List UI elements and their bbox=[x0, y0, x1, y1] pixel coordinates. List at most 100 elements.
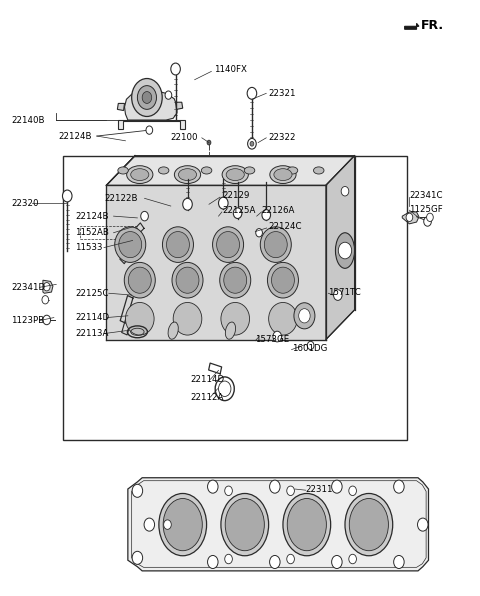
Text: 1140FX: 1140FX bbox=[214, 65, 247, 74]
Circle shape bbox=[394, 480, 404, 493]
Ellipse shape bbox=[225, 322, 236, 339]
Ellipse shape bbox=[174, 166, 201, 184]
Ellipse shape bbox=[128, 267, 151, 293]
Circle shape bbox=[43, 283, 50, 291]
Circle shape bbox=[146, 126, 153, 134]
Text: 1125GF: 1125GF bbox=[409, 204, 443, 213]
Bar bbox=[63, 156, 407, 440]
Circle shape bbox=[424, 217, 432, 226]
Circle shape bbox=[62, 190, 72, 202]
Text: 1571TC: 1571TC bbox=[328, 287, 361, 297]
Text: 22320: 22320 bbox=[11, 198, 38, 207]
Ellipse shape bbox=[244, 167, 255, 174]
Text: 11533: 11533 bbox=[75, 243, 103, 252]
Ellipse shape bbox=[274, 169, 292, 181]
Circle shape bbox=[247, 88, 257, 100]
Ellipse shape bbox=[287, 498, 326, 551]
Ellipse shape bbox=[260, 227, 291, 262]
Circle shape bbox=[165, 91, 172, 100]
Ellipse shape bbox=[176, 267, 199, 293]
Text: 22311: 22311 bbox=[306, 485, 333, 493]
Circle shape bbox=[256, 229, 263, 237]
Text: 22125A: 22125A bbox=[222, 206, 255, 215]
Ellipse shape bbox=[115, 227, 146, 262]
Ellipse shape bbox=[313, 167, 324, 174]
Circle shape bbox=[250, 141, 254, 146]
Polygon shape bbox=[107, 185, 326, 340]
Circle shape bbox=[262, 210, 271, 221]
Text: 22124B: 22124B bbox=[59, 132, 92, 141]
Text: 22122B: 22122B bbox=[104, 194, 137, 203]
Circle shape bbox=[144, 518, 155, 531]
Circle shape bbox=[141, 212, 148, 221]
Ellipse shape bbox=[264, 232, 287, 257]
Circle shape bbox=[338, 242, 352, 259]
Text: 1601DG: 1601DG bbox=[291, 344, 327, 353]
Circle shape bbox=[418, 518, 428, 531]
Circle shape bbox=[270, 555, 280, 569]
Text: 22126A: 22126A bbox=[262, 206, 295, 215]
Circle shape bbox=[406, 213, 413, 222]
Text: 22100: 22100 bbox=[171, 134, 198, 142]
Circle shape bbox=[207, 140, 211, 145]
Circle shape bbox=[225, 554, 232, 564]
Text: 22140B: 22140B bbox=[11, 116, 45, 125]
Circle shape bbox=[142, 92, 152, 104]
Circle shape bbox=[332, 480, 342, 493]
Polygon shape bbox=[124, 91, 177, 120]
Ellipse shape bbox=[131, 169, 149, 181]
Circle shape bbox=[394, 555, 404, 569]
Ellipse shape bbox=[287, 167, 298, 174]
Circle shape bbox=[171, 63, 180, 75]
Circle shape bbox=[207, 480, 218, 493]
Text: 1573GE: 1573GE bbox=[255, 335, 289, 344]
Circle shape bbox=[164, 520, 171, 529]
Ellipse shape bbox=[225, 498, 264, 551]
Circle shape bbox=[299, 309, 310, 323]
Text: 1152AB: 1152AB bbox=[75, 228, 109, 237]
Ellipse shape bbox=[119, 232, 142, 257]
Circle shape bbox=[132, 551, 143, 564]
Circle shape bbox=[248, 138, 256, 149]
Ellipse shape bbox=[269, 302, 297, 335]
Text: 1123PB: 1123PB bbox=[11, 316, 44, 325]
Ellipse shape bbox=[163, 498, 202, 551]
Ellipse shape bbox=[221, 493, 269, 555]
Ellipse shape bbox=[125, 302, 154, 335]
Ellipse shape bbox=[118, 167, 128, 174]
Circle shape bbox=[349, 486, 357, 495]
Circle shape bbox=[183, 198, 192, 210]
Polygon shape bbox=[176, 103, 183, 109]
Circle shape bbox=[137, 86, 156, 109]
Circle shape bbox=[349, 554, 357, 564]
Ellipse shape bbox=[220, 262, 251, 298]
Ellipse shape bbox=[173, 302, 202, 335]
Bar bbox=[80, 226, 137, 238]
Ellipse shape bbox=[272, 267, 294, 293]
Polygon shape bbox=[118, 120, 185, 129]
Text: 22321: 22321 bbox=[269, 89, 296, 98]
Ellipse shape bbox=[158, 167, 169, 174]
Polygon shape bbox=[402, 212, 419, 224]
Ellipse shape bbox=[222, 166, 248, 184]
Circle shape bbox=[273, 331, 281, 342]
Text: FR.: FR. bbox=[420, 18, 444, 32]
Ellipse shape bbox=[172, 262, 203, 298]
Ellipse shape bbox=[201, 167, 212, 174]
Circle shape bbox=[43, 315, 50, 325]
Ellipse shape bbox=[345, 493, 393, 555]
Ellipse shape bbox=[159, 493, 206, 555]
Ellipse shape bbox=[336, 233, 355, 268]
Text: 22129: 22129 bbox=[222, 191, 249, 200]
Text: 22124B: 22124B bbox=[75, 212, 109, 221]
Ellipse shape bbox=[216, 232, 240, 257]
Ellipse shape bbox=[127, 166, 153, 184]
Text: 22114D: 22114D bbox=[75, 313, 109, 322]
Ellipse shape bbox=[270, 166, 296, 184]
Ellipse shape bbox=[213, 227, 243, 262]
Ellipse shape bbox=[224, 267, 247, 293]
Ellipse shape bbox=[349, 498, 388, 551]
Circle shape bbox=[294, 303, 315, 329]
Circle shape bbox=[132, 485, 143, 497]
Ellipse shape bbox=[226, 169, 244, 181]
